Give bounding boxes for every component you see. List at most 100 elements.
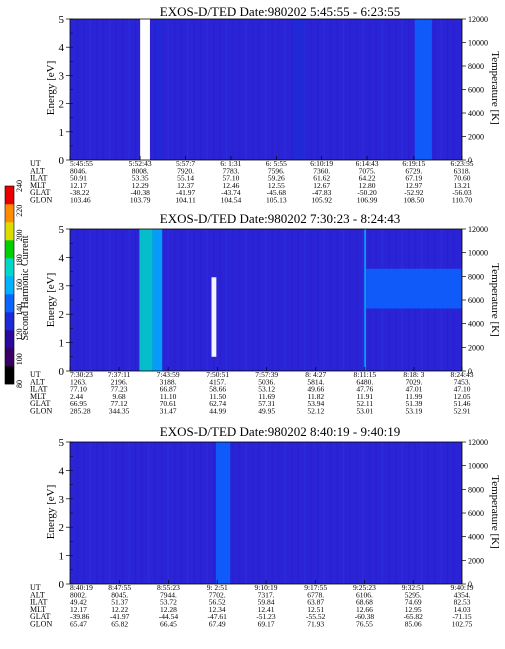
table-cell: 7:37:11 bbox=[108, 370, 131, 379]
spectrogram-streak bbox=[304, 442, 306, 584]
table-cell: -56.03 bbox=[452, 188, 472, 197]
table-cell: 52.11 bbox=[357, 399, 374, 408]
spectrogram-feature bbox=[216, 442, 231, 584]
colorbar-swatch bbox=[5, 276, 14, 295]
spectrogram-streak bbox=[310, 229, 312, 371]
colorbar-swatch bbox=[5, 240, 14, 259]
spectrogram-background bbox=[70, 442, 462, 584]
table-cell: 49.95 bbox=[258, 407, 275, 416]
spectrogram-streak bbox=[388, 442, 390, 584]
table-cell: 14.03 bbox=[454, 605, 471, 614]
spectrogram-streak bbox=[135, 442, 137, 584]
colorbar-tick-label: 200 bbox=[15, 230, 24, 242]
spectrogram-streak bbox=[310, 442, 312, 584]
table-cell: 71.93 bbox=[307, 620, 324, 629]
spectrogram-streak bbox=[408, 19, 410, 160]
table-cell: 12.22 bbox=[111, 605, 128, 614]
spectrogram-streak bbox=[356, 442, 358, 584]
y-tick-label: 0 bbox=[59, 155, 65, 167]
spectrogram-streak bbox=[180, 442, 182, 584]
table-cell: 49.42 bbox=[70, 598, 87, 607]
table-cell: 12.46 bbox=[222, 181, 239, 190]
spectrogram-streak bbox=[122, 229, 124, 371]
spectrogram-streak bbox=[167, 229, 169, 371]
table-cell: 6: 5:55 bbox=[266, 159, 287, 168]
table-cell: 11.99 bbox=[406, 392, 423, 401]
y-tick-label: 1 bbox=[59, 338, 65, 350]
spectrogram-streak bbox=[401, 19, 403, 160]
table-cell: 8002. bbox=[70, 590, 87, 599]
spectrogram-feature bbox=[364, 229, 367, 371]
y2-tick-label: 2000 bbox=[468, 343, 484, 352]
colorbar-ticks: 80 100 120 140 160 180 200 220 240 bbox=[15, 180, 24, 388]
table-cell: 74.69 bbox=[405, 598, 422, 607]
colorbar-swatches bbox=[4, 185, 15, 385]
spectrogram-streak bbox=[219, 229, 221, 371]
spectrogram-streak bbox=[200, 442, 202, 584]
table-cell: 63.87 bbox=[307, 598, 324, 607]
table-cell: 1263. bbox=[70, 377, 87, 386]
table-cell: 77.10 bbox=[70, 385, 87, 394]
colorbar-swatch bbox=[5, 312, 14, 331]
table-cell: 12.51 bbox=[307, 605, 324, 614]
panel-3: EXOS-D/TED Date:980202 8:40:19 - 9:40:19… bbox=[30, 424, 501, 629]
table-row-label: GLAT bbox=[30, 188, 51, 197]
spectrogram-feature bbox=[139, 229, 153, 371]
table-cell: -45.68 bbox=[267, 188, 287, 197]
spectrogram-streak bbox=[206, 229, 208, 371]
table-cell: 9:25:23 bbox=[353, 583, 376, 592]
y-tick-label: 4 bbox=[59, 465, 65, 477]
spectrogram-streak bbox=[271, 19, 273, 160]
table-cell: 7453. bbox=[454, 377, 471, 386]
spectrogram-streak bbox=[291, 19, 293, 160]
table-cell: 11.10 bbox=[160, 392, 177, 401]
table-cell: 4354. bbox=[454, 590, 471, 599]
table-cell: 12.67 bbox=[313, 181, 330, 190]
table-cell: 66.95 bbox=[70, 399, 87, 408]
spectrogram-streak bbox=[453, 19, 455, 160]
table-cell: 11.82 bbox=[307, 392, 324, 401]
spectrogram-streak bbox=[102, 442, 104, 584]
table-cell: 7:30:23 bbox=[70, 370, 93, 379]
spectrogram-streak bbox=[135, 229, 137, 371]
spectrogram-streak bbox=[252, 19, 254, 160]
spectrogram-streak bbox=[187, 19, 189, 160]
colorbar-swatch bbox=[5, 366, 14, 385]
table-row-label: ILAT bbox=[30, 174, 47, 183]
table-cell: 68.68 bbox=[356, 598, 373, 607]
y-tick-label: 2 bbox=[59, 99, 65, 111]
panel-1-ylabel: Energy [eV] bbox=[45, 61, 57, 115]
spectrogram-streak bbox=[226, 229, 228, 371]
spectrogram-streak bbox=[382, 19, 384, 160]
spectrogram-streak bbox=[343, 442, 345, 584]
spectrogram-feature bbox=[211, 277, 217, 357]
spectrogram-streak bbox=[362, 19, 364, 160]
table-cell: 66.87 bbox=[160, 385, 177, 394]
spectrogram-streak bbox=[167, 442, 169, 584]
table-cell: 6778. bbox=[307, 590, 324, 599]
table-cell: 12.17 bbox=[70, 605, 87, 614]
table-cell: 66.45 bbox=[160, 620, 177, 629]
y2-tick-label: 4000 bbox=[468, 109, 484, 118]
spectrogram-streak bbox=[408, 442, 410, 584]
spectrogram-streak bbox=[278, 442, 280, 584]
spectrogram-streak bbox=[239, 19, 241, 160]
spectrogram-streak bbox=[343, 19, 345, 160]
table-cell: 8:55:23 bbox=[157, 583, 180, 592]
table-cell: 64.22 bbox=[359, 174, 376, 183]
colorbar-tick-label: 220 bbox=[15, 205, 24, 217]
y2-tick-label: 12000 bbox=[468, 225, 488, 234]
table-cell: 47.76 bbox=[356, 385, 373, 394]
spectrogram-streak bbox=[284, 442, 286, 584]
y2-tick-label: 10000 bbox=[468, 39, 488, 48]
table-cell: 50.91 bbox=[70, 174, 87, 183]
table-cell: 8008. bbox=[132, 166, 149, 175]
y2-tick-label: 2000 bbox=[468, 556, 484, 565]
table-cell: 9.68 bbox=[112, 392, 125, 401]
panel-1: EXOS-D/TED Date:980202 5:45:55 - 6:23:55… bbox=[30, 4, 501, 205]
spectrogram-streak bbox=[193, 19, 195, 160]
table-cell: 7:50:51 bbox=[206, 370, 229, 379]
table-cell: 7029. bbox=[405, 377, 422, 386]
y2-tick-label: 0 bbox=[468, 580, 472, 589]
spectrogram-streak bbox=[180, 19, 182, 160]
